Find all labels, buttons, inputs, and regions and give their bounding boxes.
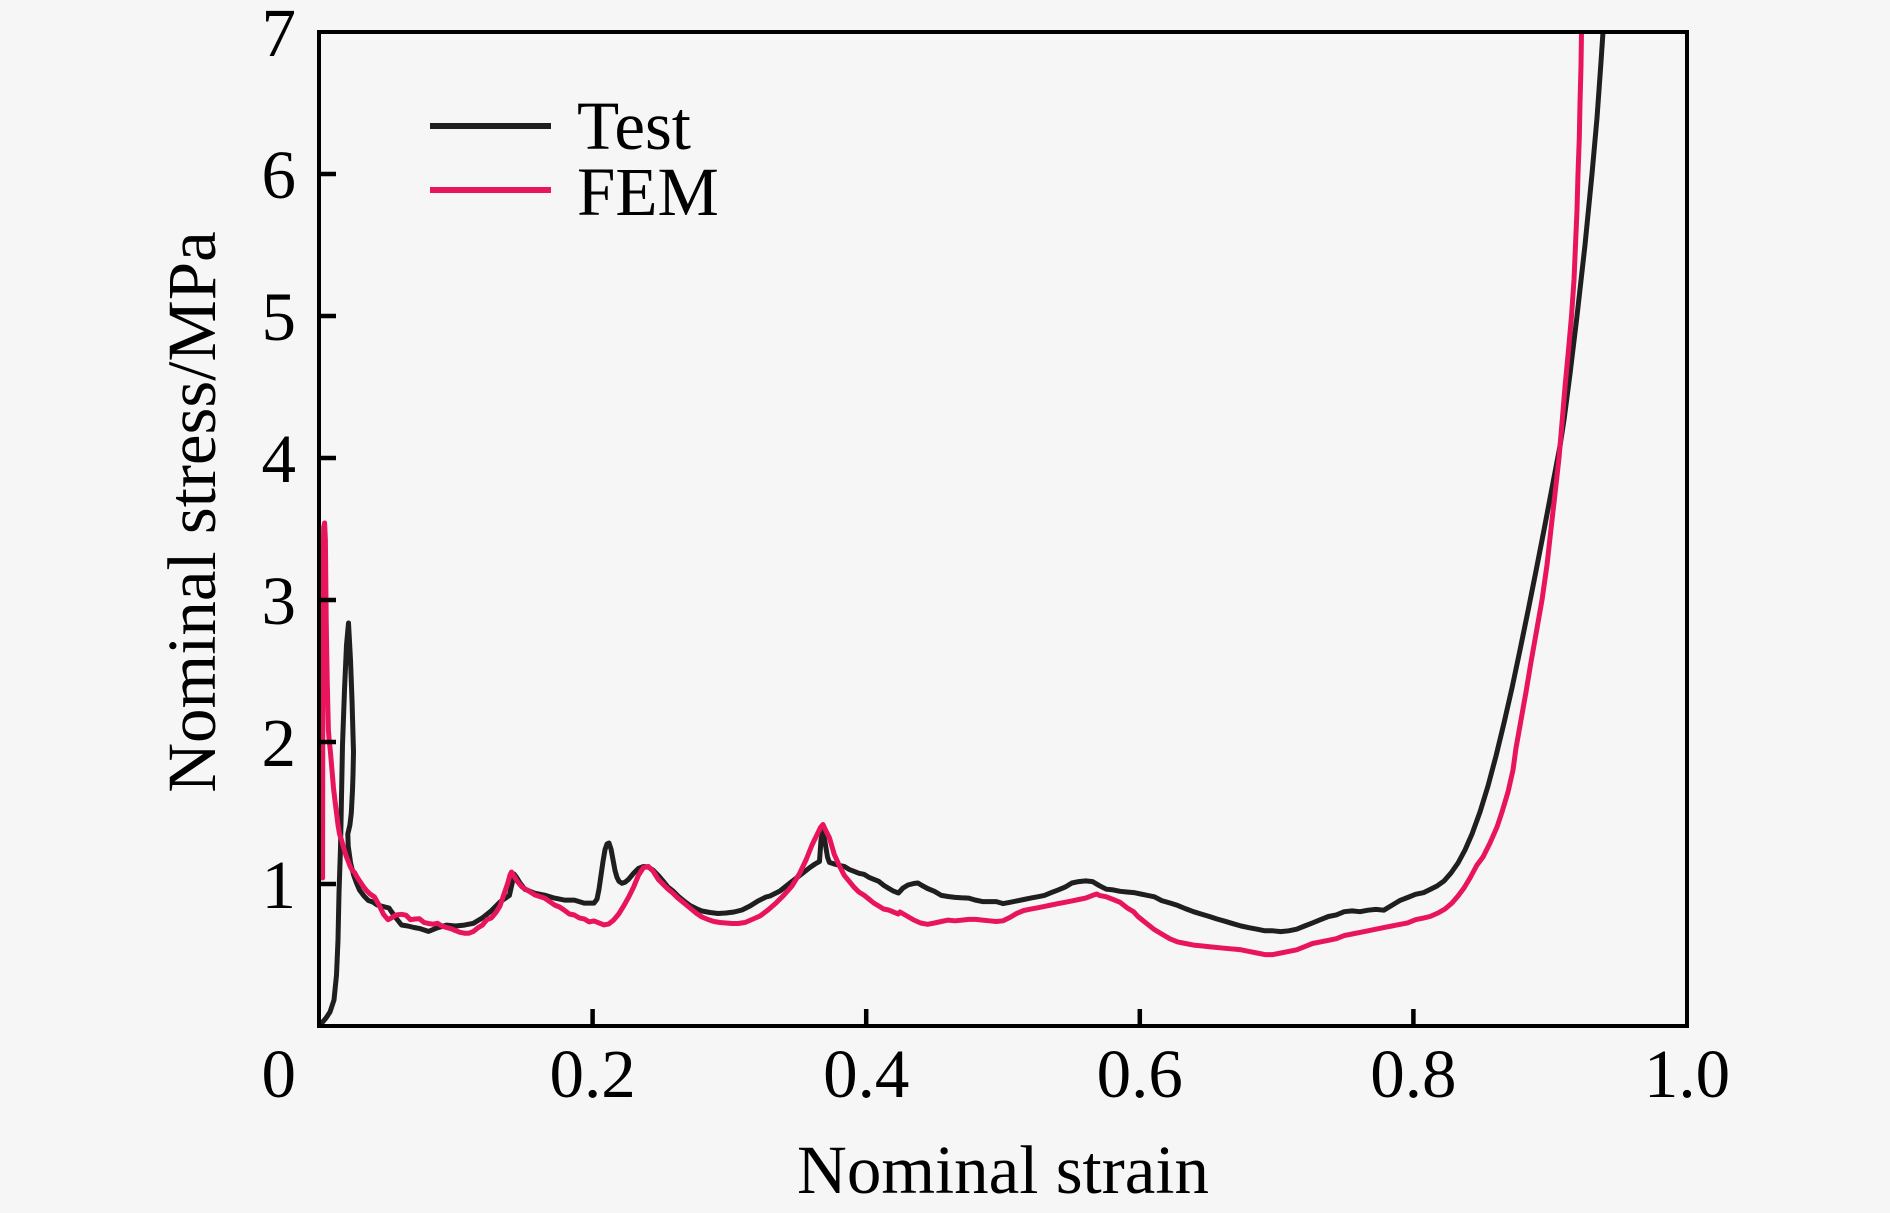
svg-text:0: 0 — [262, 1036, 297, 1112]
svg-text:1.0: 1.0 — [1644, 1036, 1730, 1112]
svg-text:Test: Test — [577, 88, 691, 164]
svg-text:0.2: 0.2 — [549, 1036, 635, 1112]
svg-text:1: 1 — [262, 847, 297, 923]
svg-text:5: 5 — [262, 279, 297, 355]
svg-text:Nominal stress/MPa: Nominal stress/MPa — [154, 231, 230, 793]
svg-text:4: 4 — [262, 421, 297, 497]
svg-text:Nominal strain: Nominal strain — [797, 1132, 1209, 1208]
svg-text:0.4: 0.4 — [823, 1036, 909, 1112]
svg-text:3: 3 — [262, 563, 297, 639]
svg-text:0.8: 0.8 — [1370, 1036, 1456, 1112]
svg-text:2: 2 — [262, 705, 297, 781]
svg-text:7: 7 — [262, 0, 297, 71]
svg-text:0.6: 0.6 — [1097, 1036, 1183, 1112]
svg-text:6: 6 — [262, 137, 297, 213]
svg-text:FEM: FEM — [577, 154, 719, 230]
